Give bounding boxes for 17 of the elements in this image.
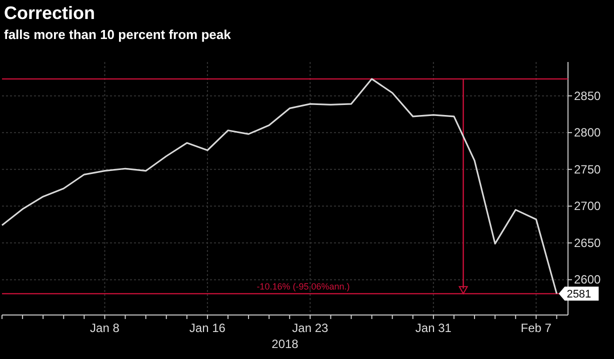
annotation: -10.16% (-95.06%ann.) bbox=[256, 282, 350, 292]
y-tick-label: 2600 bbox=[574, 272, 602, 287]
x-tick-label: Jan 23 bbox=[292, 321, 329, 335]
x-tick-label: Jan 31 bbox=[415, 321, 452, 335]
y-tick-label: 2650 bbox=[574, 236, 602, 250]
y-tick-label: 2850 bbox=[574, 88, 602, 103]
data-label: 2581 bbox=[566, 288, 592, 301]
y-tick-label: 2700 bbox=[574, 199, 602, 214]
line-series bbox=[1, 78, 558, 294]
x-tick-label: Jan 16 bbox=[189, 321, 226, 335]
x-tick-label: Feb 7 bbox=[520, 321, 552, 335]
y-tick-label: 2800 bbox=[574, 126, 602, 140]
chart-title: Correction bbox=[4, 3, 96, 23]
x-axis-title: 2018 bbox=[272, 337, 299, 351]
y-tick-label: 2750 bbox=[574, 162, 602, 176]
x-tick-label: Jan 8 bbox=[90, 321, 120, 335]
chart-subtitle: falls more than 10 percent from peak bbox=[4, 27, 232, 42]
